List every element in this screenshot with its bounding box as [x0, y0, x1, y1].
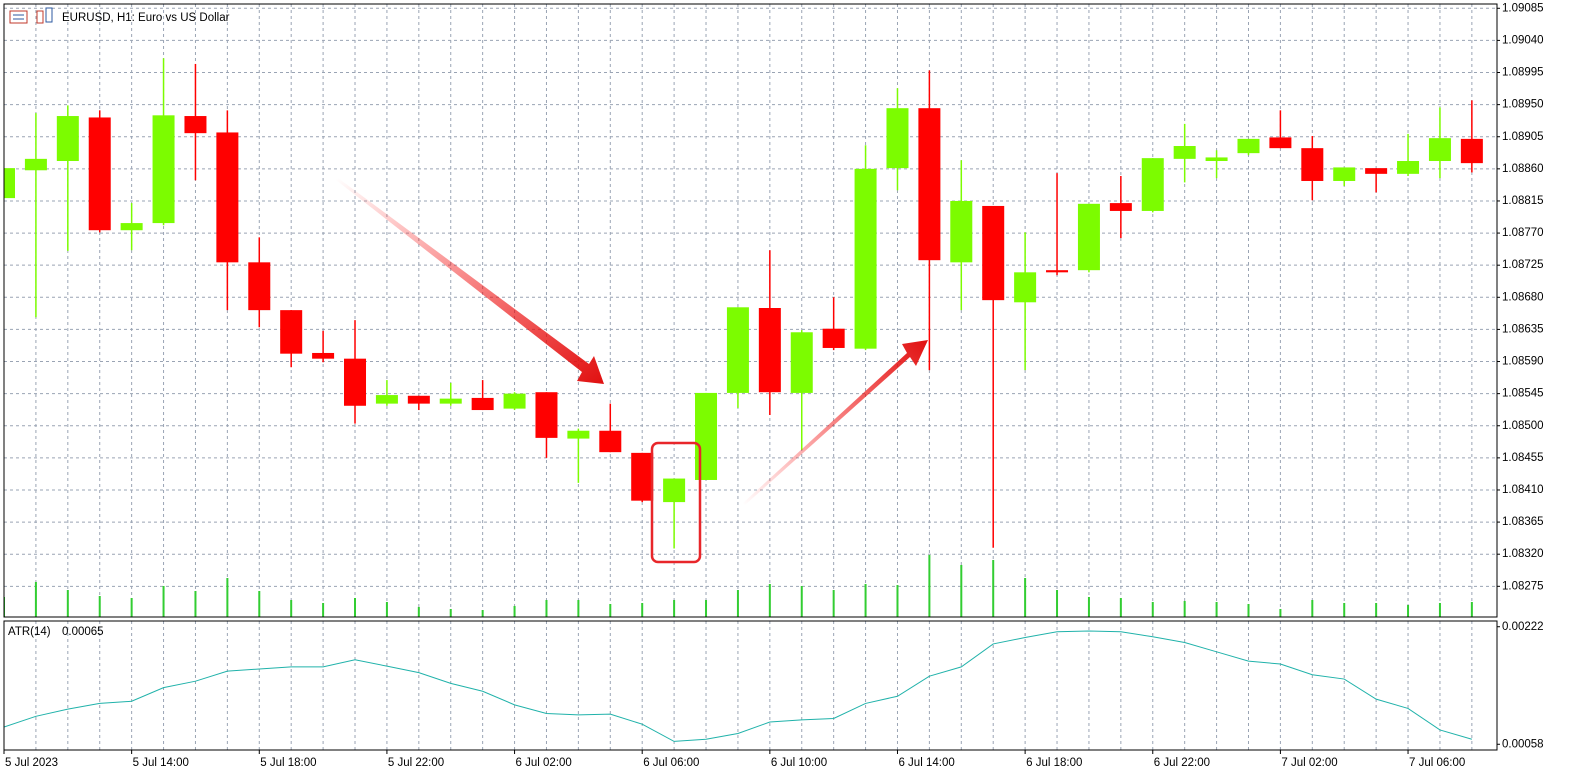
y-tick-label: 1.08860 — [1502, 163, 1544, 175]
candle-body — [726, 307, 749, 393]
y2-tick-label: 0.00058 — [1502, 738, 1544, 750]
candle-body — [439, 398, 462, 404]
candle-body — [758, 308, 781, 393]
x-tick-label: 5 Jul 18:00 — [260, 757, 316, 769]
candle-body — [1077, 203, 1100, 271]
y-tick-label: 1.08725 — [1502, 259, 1544, 271]
candle-body — [1237, 138, 1260, 154]
x-tick-label: 6 Jul 06:00 — [643, 757, 699, 769]
candle-body — [1460, 138, 1483, 164]
y-tick-label: 1.08500 — [1502, 420, 1544, 432]
chart-title: EURUSD, H1: Euro vs US Dollar — [62, 12, 230, 24]
annotation-arrow — [743, 340, 928, 505]
x-tick-label: 6 Jul 18:00 — [1026, 757, 1082, 769]
y-tick-label: 1.08995 — [1502, 67, 1544, 79]
candle-body — [1173, 146, 1196, 159]
candle-body — [599, 430, 622, 453]
x-tick-label: 6 Jul 14:00 — [898, 757, 954, 769]
candle-body — [407, 395, 430, 404]
candle-body — [248, 262, 271, 311]
icon-frame — [9, 10, 28, 24]
annotation-box — [650, 441, 702, 564]
candle-body — [216, 132, 239, 263]
candle-body — [982, 205, 1005, 301]
candle-body — [950, 200, 973, 263]
candle-body — [631, 452, 654, 501]
candle-body — [1046, 270, 1069, 273]
x-tick-label: 6 Jul 02:00 — [516, 757, 572, 769]
y-tick-label: 1.08590 — [1502, 356, 1544, 368]
candle-body — [1269, 137, 1292, 149]
price-panel — [4, 58, 1483, 617]
x-tick-label: 7 Jul 02:00 — [1281, 757, 1337, 769]
candle-body — [280, 310, 303, 354]
y-tick-label: 1.08770 — [1502, 227, 1544, 239]
y-tick-label: 1.08905 — [1502, 131, 1544, 143]
candle-body — [1109, 203, 1132, 211]
y-tick-label: 1.08635 — [1502, 323, 1544, 335]
icon-bar — [45, 7, 53, 23]
x-tick-label: 6 Jul 10:00 — [771, 757, 827, 769]
candle-body — [375, 395, 398, 404]
y-tick-label: 1.08680 — [1502, 291, 1544, 303]
axis-layer: 1.09085 1.09040 1.08995 1.08950 1.08905 1.088… — [3, 2, 1544, 769]
indicator-line — [4, 630, 1473, 742]
candle-body — [1428, 138, 1451, 161]
y-tick-label: 1.09040 — [1502, 34, 1544, 46]
candle-body — [120, 223, 143, 231]
candle-body — [535, 392, 558, 438]
candle-body — [695, 392, 718, 480]
y-tick-label: 1.08275 — [1502, 580, 1544, 592]
candle-body — [88, 117, 111, 231]
y-tick-label: 1.08455 — [1502, 452, 1544, 464]
x-tick-label: 6 Jul 22:00 — [1154, 757, 1210, 769]
x-tick-label: 5 Jul 14:00 — [133, 757, 189, 769]
symbol-icon — [9, 7, 53, 24]
candle-body — [1397, 160, 1420, 174]
x-tick-label: 5 Jul 2023 — [5, 757, 58, 769]
candle-body — [312, 352, 335, 359]
candle-body — [24, 158, 47, 171]
candle-body — [567, 430, 590, 439]
icon-bar — [36, 10, 44, 24]
x-tick-label: 5 Jul 22:00 — [388, 757, 444, 769]
y-tick-label: 1.09085 — [1502, 2, 1544, 14]
price-panel-border — [3, 3, 1498, 618]
candle-body — [184, 116, 207, 134]
candle-body — [1365, 168, 1388, 174]
indicator-value: 0.00065 — [62, 626, 104, 638]
x-tick-label: 7 Jul 06:00 — [1409, 757, 1465, 769]
candle-body — [790, 332, 813, 393]
candle-body — [1333, 167, 1356, 181]
candle-body — [663, 478, 686, 503]
y-tick-label: 1.08365 — [1502, 516, 1544, 528]
annotation-arrow — [336, 178, 604, 384]
candle-body — [822, 328, 845, 348]
candle-body — [471, 397, 494, 411]
y-tick-label: 1.08950 — [1502, 99, 1544, 111]
candle-body — [503, 393, 526, 409]
candle-body — [344, 358, 367, 406]
indicator-name: ATR(14) — [8, 626, 51, 638]
y-tick-label: 1.08410 — [1502, 484, 1544, 496]
candle-body — [56, 116, 79, 161]
indicator-panel — [4, 630, 1473, 742]
candle-body — [1301, 148, 1324, 181]
candle-body — [4, 168, 15, 199]
candle-body — [918, 108, 941, 261]
y-tick-label: 1.08320 — [1502, 548, 1544, 560]
indicator-panel-border — [3, 620, 1498, 751]
candle-body — [854, 168, 877, 349]
candle-body — [1205, 157, 1228, 161]
y-tick-label: 1.08545 — [1502, 388, 1544, 400]
y-tick-label: 1.08815 — [1502, 195, 1544, 207]
candle-body — [1141, 158, 1164, 211]
candle-body — [1014, 272, 1037, 303]
candle-body — [152, 115, 175, 224]
candle-body — [886, 108, 909, 169]
y2-tick-label: 0.00222 — [1502, 621, 1544, 633]
